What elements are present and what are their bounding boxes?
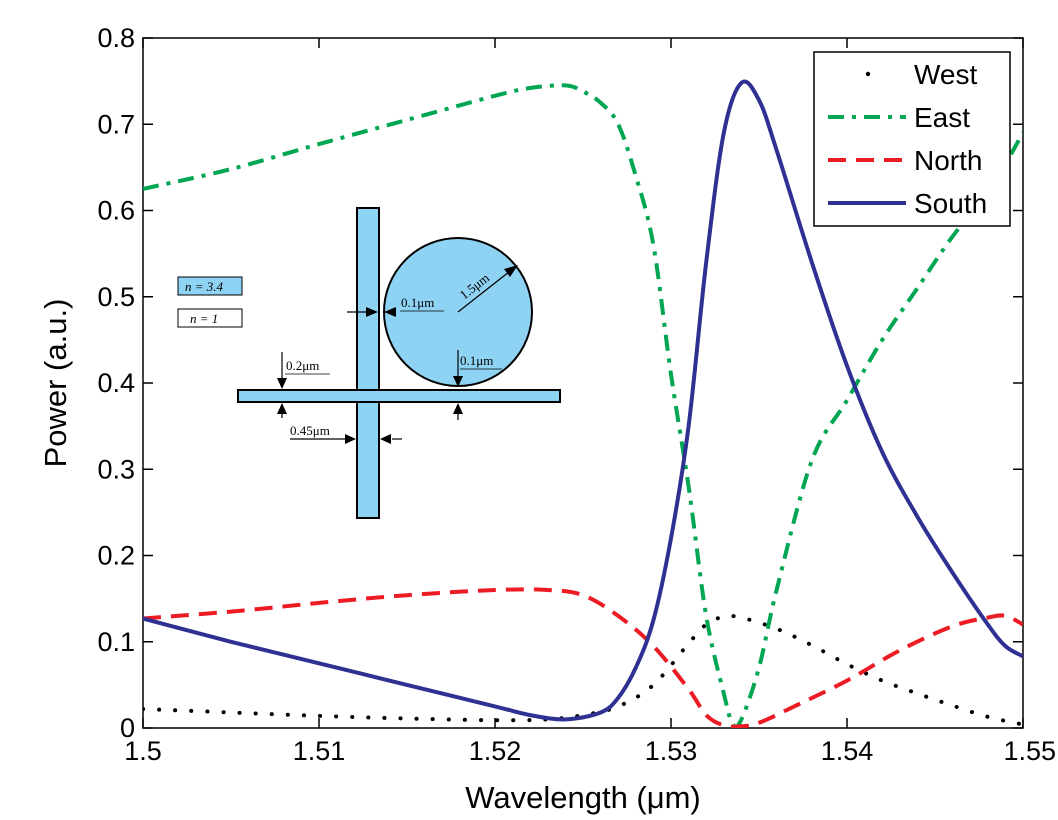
material-legend-high-index [177, 276, 243, 296]
series-layer [143, 79, 1023, 728]
x-tick-label: 1.51 [293, 736, 346, 766]
y-tick-label: 0.4 [97, 368, 135, 398]
y-tick-label: 0.1 [97, 627, 135, 657]
material-legend-high-index-label: n = 3.4 [185, 279, 224, 294]
x-tick-label: 1.53 [645, 736, 698, 766]
legend-label-east: East [914, 102, 970, 133]
material-legend-low-index [177, 308, 243, 328]
x-axis-label: Wavelength (μm) [465, 780, 701, 815]
legend-label-north: North [914, 145, 982, 176]
series-line-south [143, 79, 1023, 722]
legend-label-south: South [914, 188, 987, 219]
series-line-west [143, 613, 1023, 727]
horizontal-width-annotation: 0.2μm [286, 358, 319, 373]
series-line-north [143, 587, 1023, 728]
y-tick-label: 0 [120, 713, 135, 743]
vertical-width-annotation: 0.45μm [290, 423, 330, 438]
y-tick-label: 0.2 [97, 541, 135, 571]
y-axis-label: Power (a.u.) [38, 299, 73, 468]
x-axis: 1.5 1.51 1.52 1.53 1.54 1.55 [124, 38, 1056, 766]
x-tick-label: 1.54 [821, 736, 874, 766]
legend-label-west: West [914, 59, 977, 90]
y-tick-label: 0.5 [97, 282, 135, 312]
device-schematic-inset: 1.5μm 0.1μm 0.1μm 0.2μm 0.45μm n = 3.4 n… [177, 207, 561, 519]
series-line-east [143, 83, 1023, 728]
x-tick-label: 1.5 [124, 736, 162, 766]
horizontal-waveguide [237, 389, 561, 403]
vertical-waveguide [356, 207, 380, 519]
x-tick-label: 1.55 [1003, 736, 1056, 766]
x-tick-label: 1.52 [469, 736, 522, 766]
bottom-gap-annotation: 0.1μm [460, 353, 493, 368]
y-tick-label: 0.7 [97, 109, 135, 139]
legend: West East North South [813, 51, 1011, 227]
material-legend-low-index-label: n = 1 [190, 311, 218, 326]
ring-gap-annotation: 0.1μm [401, 295, 434, 310]
legend-swatch-west [865, 71, 871, 77]
y-tick-label: 0.3 [97, 454, 135, 484]
y-tick-label: 0.8 [97, 23, 135, 53]
y-axis: 0 0.1 0.2 0.3 0.4 0.5 0.6 0.7 0.8 [97, 23, 1023, 743]
legend-box [813, 51, 1011, 227]
y-tick-label: 0.6 [97, 196, 135, 226]
